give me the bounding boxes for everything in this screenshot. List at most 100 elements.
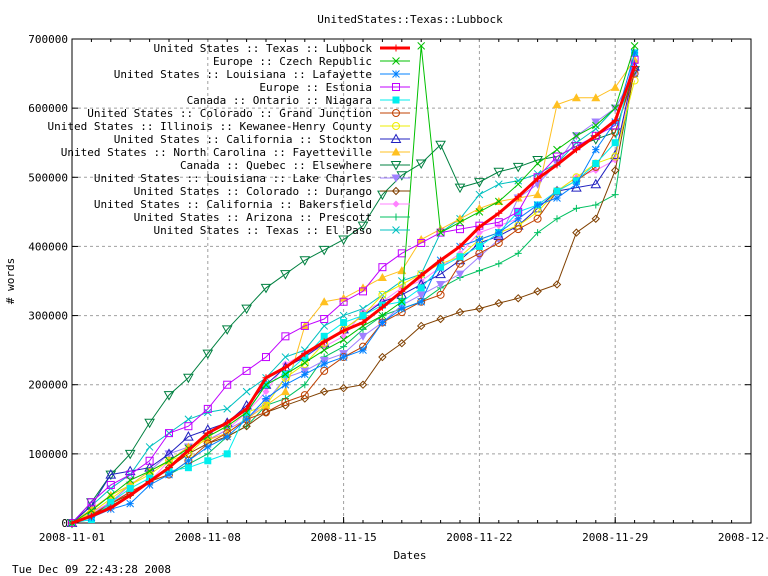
data-point [456, 242, 464, 250]
data-point [378, 352, 387, 362]
data-point [339, 311, 348, 320]
data-point [591, 121, 600, 130]
data-point [437, 263, 445, 271]
data-point [281, 370, 290, 379]
data-point [378, 263, 387, 272]
data-point [456, 225, 464, 234]
data-point [358, 380, 368, 389]
data-point [592, 159, 600, 167]
legend-label: Europe :: Estonia [259, 81, 372, 94]
data-point [145, 443, 154, 451]
data-point [378, 318, 387, 327]
data-point [397, 304, 406, 313]
data-point [338, 235, 349, 246]
data-point [378, 303, 386, 311]
data-point [456, 253, 464, 261]
legend-label: Europe :: Czech Republic [213, 55, 372, 68]
chart-title: UnitedStates::Texas::Lubbock [317, 13, 503, 26]
data-point [552, 280, 562, 289]
x-tick-label: 2008-11-01 [39, 531, 105, 544]
data-point [436, 280, 446, 289]
data-point [301, 381, 309, 389]
data-point [572, 146, 580, 154]
legend-marker [392, 57, 400, 65]
legend-label: United States :: North Carolina :: Fayet… [61, 146, 372, 159]
x-tick-label: 2008-11-29 [582, 531, 648, 544]
data-point [280, 270, 291, 280]
legend-marker [390, 161, 402, 171]
data-point [339, 383, 348, 393]
legend-label: United States :: Louisiana :: Lafayette [114, 68, 372, 81]
data-point [397, 297, 406, 306]
data-point [87, 498, 96, 507]
data-point [319, 297, 329, 306]
data-point [455, 270, 465, 279]
series-line [71, 52, 636, 524]
data-point [553, 187, 561, 195]
data-point [416, 291, 426, 300]
legend-label: United States :: Colorado :: Grand Junct… [87, 107, 372, 120]
data-point [377, 273, 387, 282]
data-point [339, 297, 348, 306]
data-point [514, 249, 522, 257]
data-point [126, 499, 135, 508]
data-point [357, 221, 369, 232]
data-point [165, 464, 173, 472]
legend-label: United States :: Texas :: El Paso [153, 224, 372, 237]
data-point [204, 429, 212, 437]
data-point [495, 209, 503, 217]
data-point [126, 491, 134, 499]
data-point [243, 405, 251, 413]
data-point [533, 190, 543, 199]
data-point [514, 176, 523, 185]
legend-label: United States :: Colorado :: Durango [134, 185, 372, 198]
data-point [378, 290, 387, 299]
data-point [105, 469, 117, 479]
y-axis-label: # words [4, 258, 17, 304]
data-point [281, 332, 290, 341]
y-tick-label: 300000 [28, 310, 68, 323]
data-point [204, 450, 212, 458]
legend-label: United States :: Illinois :: Kewanee-Hen… [47, 120, 372, 133]
y-tick-label: 200000 [28, 379, 68, 392]
data-point [145, 456, 154, 465]
data-point [514, 225, 523, 234]
data-point [630, 48, 639, 57]
data-point [320, 332, 328, 340]
x-tick-label: 2008-12-06 [718, 531, 768, 544]
data-point [183, 431, 194, 441]
data-point [106, 491, 115, 500]
data-point [534, 175, 542, 183]
data-point [145, 467, 154, 475]
x-tick-label: 2008-11-08 [175, 531, 241, 544]
data-point [398, 287, 406, 295]
y-tick-label: 600000 [28, 102, 68, 115]
data-point [300, 391, 309, 400]
data-point [203, 404, 212, 413]
data-point [534, 229, 542, 237]
legend-label: Canada :: Ontario :: Niagara [187, 94, 372, 107]
data-point [475, 267, 483, 275]
data-point [456, 218, 464, 227]
data-point [513, 294, 523, 303]
x-axis-label: Dates [393, 549, 426, 562]
data-point [124, 449, 136, 460]
data-point [320, 315, 329, 324]
data-point [301, 350, 309, 358]
data-point [318, 245, 330, 256]
data-point [475, 223, 483, 231]
data-point [611, 152, 620, 161]
data-point [572, 204, 580, 212]
data-point [474, 178, 485, 188]
data-point [475, 190, 484, 199]
data-point [260, 283, 272, 294]
data-point [144, 418, 155, 429]
data-point [416, 321, 426, 331]
data-point [436, 314, 445, 324]
data-point [592, 132, 600, 140]
legend-label: Canada :: Quebec :: Elsewhere [180, 159, 372, 172]
data-point [262, 394, 270, 403]
data-point [495, 260, 503, 268]
data-point [319, 387, 329, 396]
